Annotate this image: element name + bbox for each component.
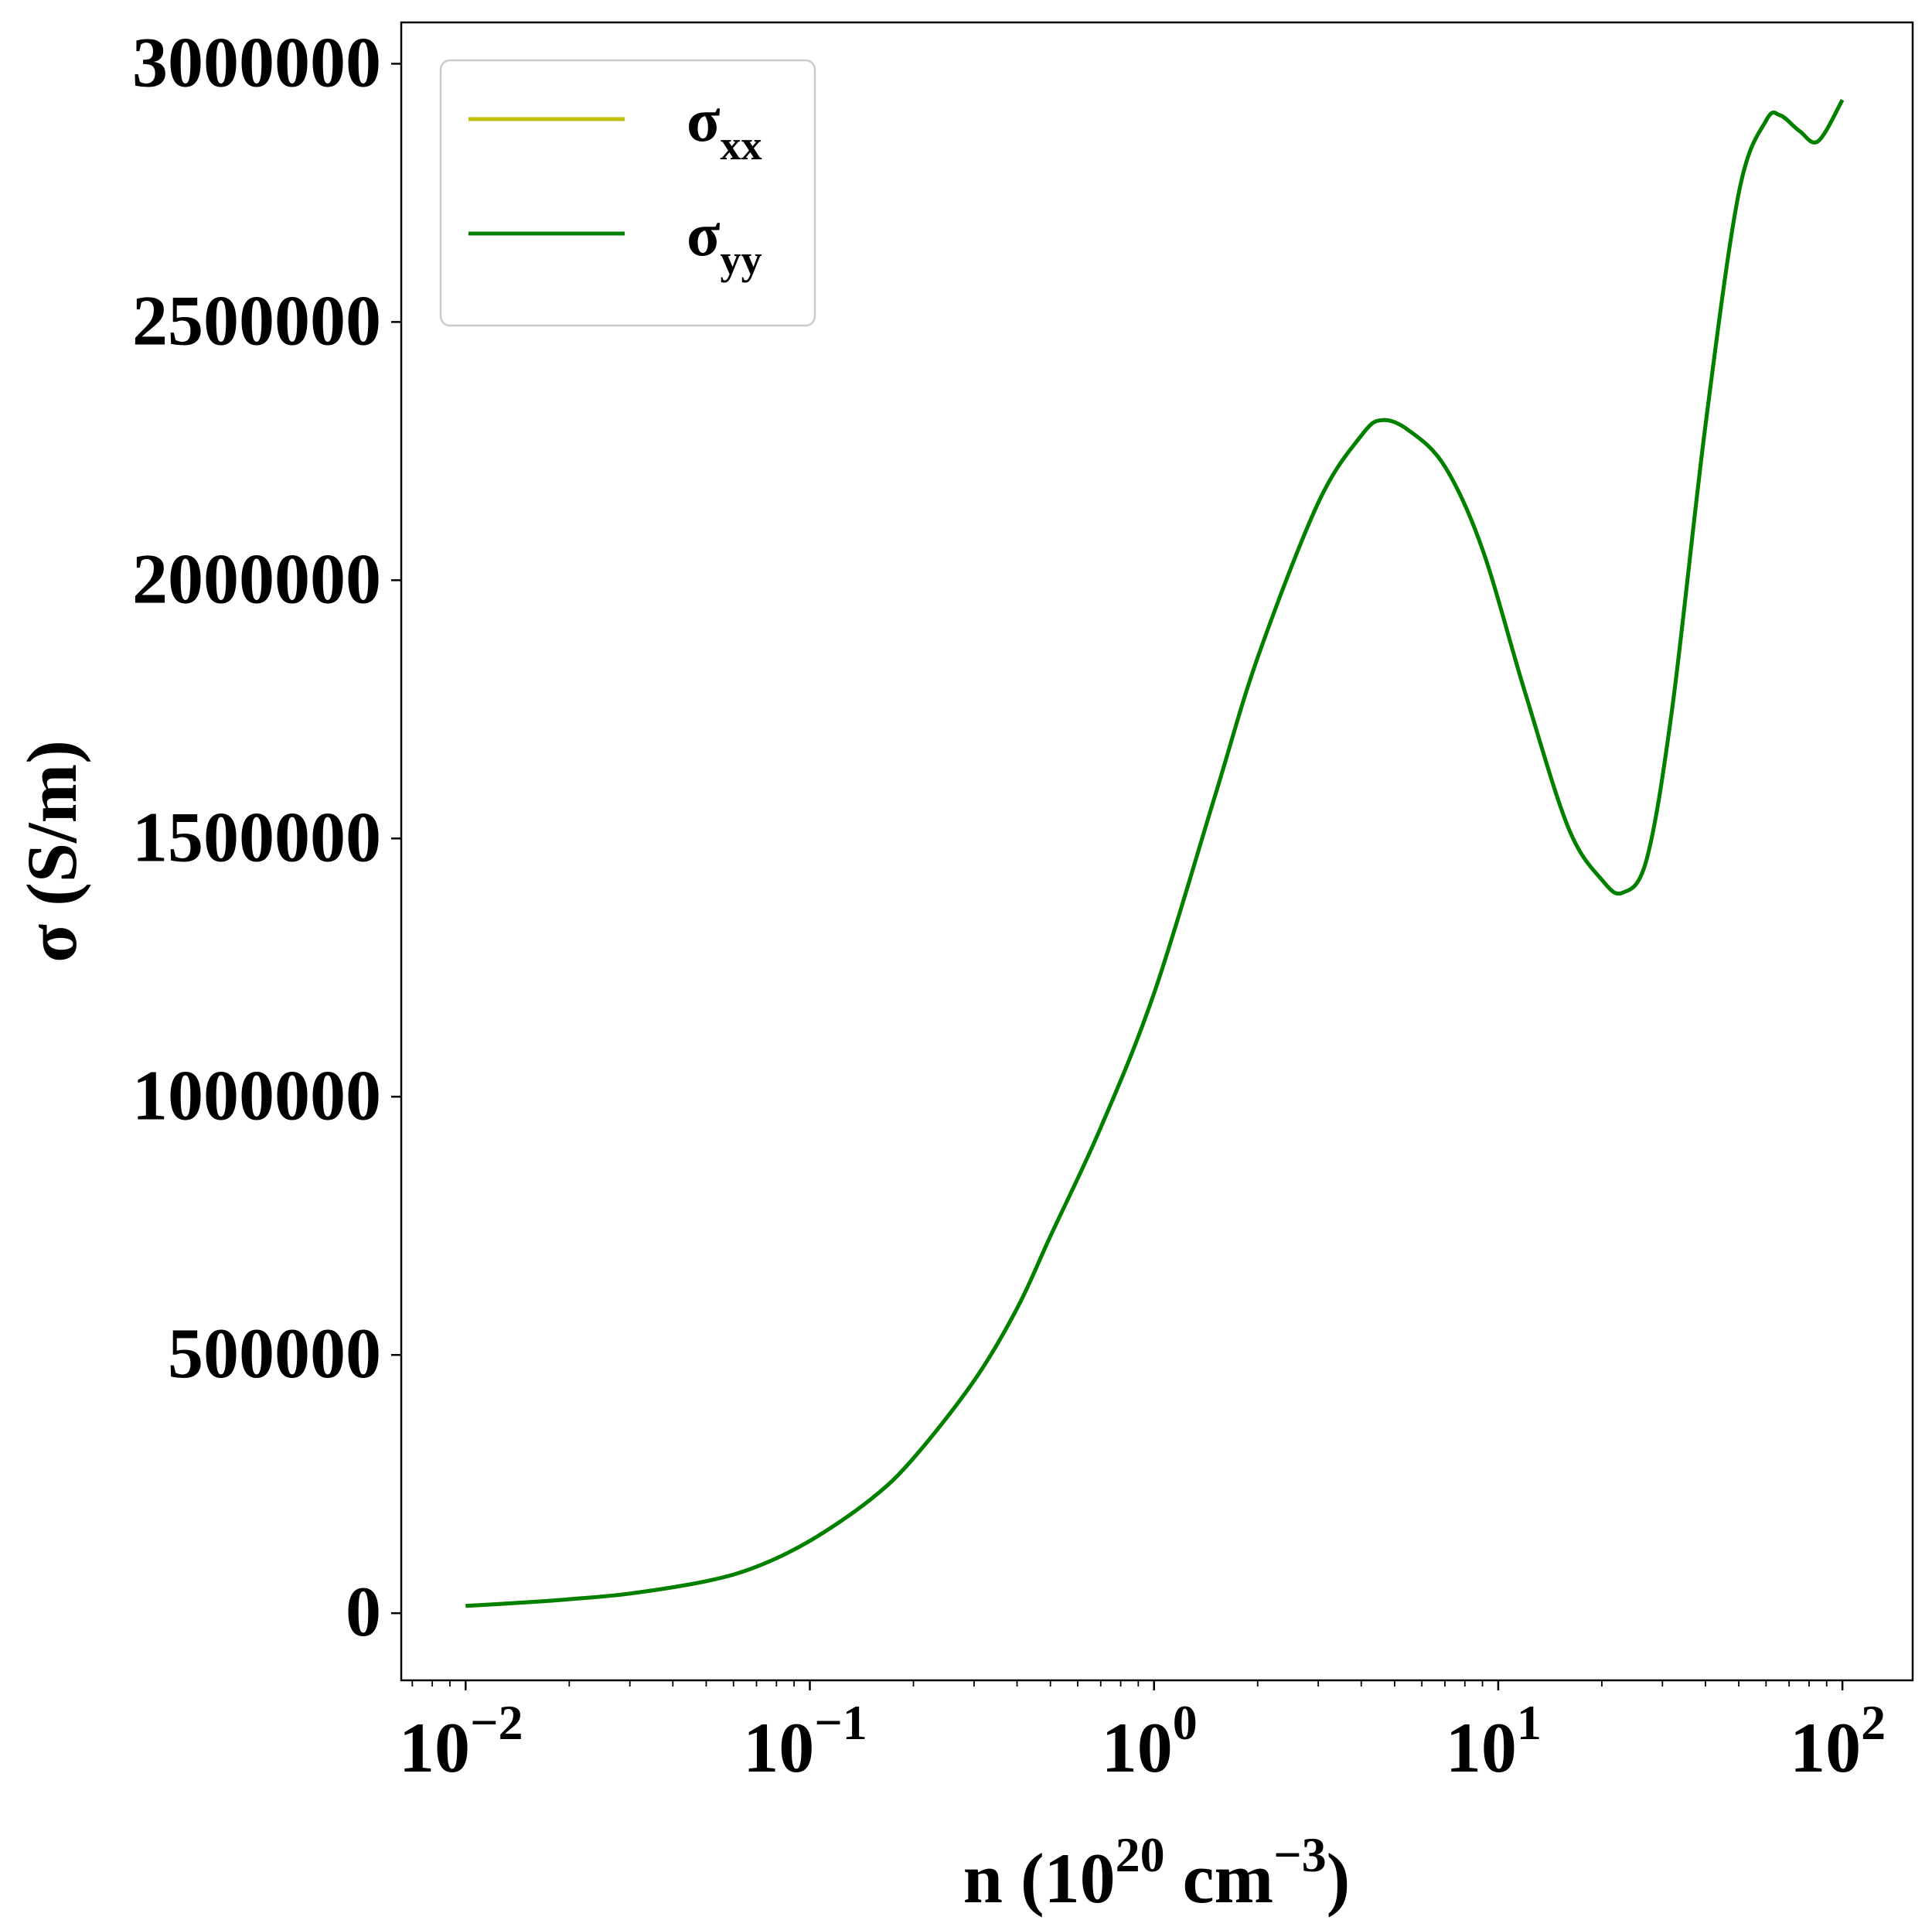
x-tick-label-exponent: 0 xyxy=(1173,1695,1198,1750)
x-tick-label-base: 10 xyxy=(399,1708,470,1787)
series-line-sigma-yy xyxy=(465,98,1845,1608)
x-tick-label: 102 xyxy=(1790,1695,1886,1787)
y-tick-label: 1500000 xyxy=(132,797,381,876)
legend: σxx σyy xyxy=(439,59,816,327)
y-tick-label: 2500000 xyxy=(132,281,381,360)
x-axis-label-exp2: −3 xyxy=(1273,1827,1326,1882)
y-axis-label: σ (S/m) xyxy=(12,740,91,963)
x-tick-label: 10−2 xyxy=(399,1695,523,1787)
legend-box xyxy=(439,59,816,327)
x-tick-label-base: 10 xyxy=(1790,1708,1861,1787)
series-layer xyxy=(465,98,1845,1608)
x-tick-label: 101 xyxy=(1446,1695,1542,1787)
y-tick-label: 2000000 xyxy=(132,539,381,618)
y-tick-label: 1000000 xyxy=(132,1056,381,1134)
x-tick-label-base: 10 xyxy=(1446,1708,1517,1787)
x-tick-label-exponent: −2 xyxy=(470,1695,523,1750)
x-axis-label-end: ) xyxy=(1327,1839,1351,1918)
x-tick-label: 100 xyxy=(1102,1695,1198,1787)
x-tick-label-exponent: 1 xyxy=(1517,1695,1542,1750)
x-axis-label-main: n (10 xyxy=(963,1839,1116,1918)
y-ticks: 0 500000 1000000 1500000 2000000 2500000 30000… xyxy=(132,22,401,1651)
x-tick-label-exponent: 2 xyxy=(1861,1695,1886,1750)
legend-label-sigma-xx: σxx xyxy=(687,87,762,169)
x-axis-label-mid: cm xyxy=(1165,1839,1273,1918)
x-axis-label-exp1: 20 xyxy=(1116,1827,1165,1882)
y-tick-label: 3000000 xyxy=(132,22,381,101)
x-tick-label-base: 10 xyxy=(743,1708,814,1787)
y-tick-label: 500000 xyxy=(168,1314,381,1393)
x-tick-label-base: 10 xyxy=(1102,1708,1173,1787)
legend-label-sigma-yy-base: σ xyxy=(687,201,721,269)
legend-label-sigma-yy-sub: yy xyxy=(721,237,762,283)
plot-frame xyxy=(400,21,1914,1682)
x-axis-label: n (1020 cm−3) xyxy=(963,1827,1350,1918)
legend-label-sigma-xx-sub: xx xyxy=(721,122,762,169)
x-tick-label-exponent: −1 xyxy=(814,1695,867,1750)
y-tick-label: 0 xyxy=(346,1572,381,1651)
legend-label-sigma-yy: σyy xyxy=(687,201,762,283)
x-tick-label: 10−1 xyxy=(743,1695,867,1787)
x-ticks: 10−2 10−1 100 101 102 xyxy=(399,1680,1886,1787)
legend-label-sigma-xx-base: σ xyxy=(687,87,721,155)
